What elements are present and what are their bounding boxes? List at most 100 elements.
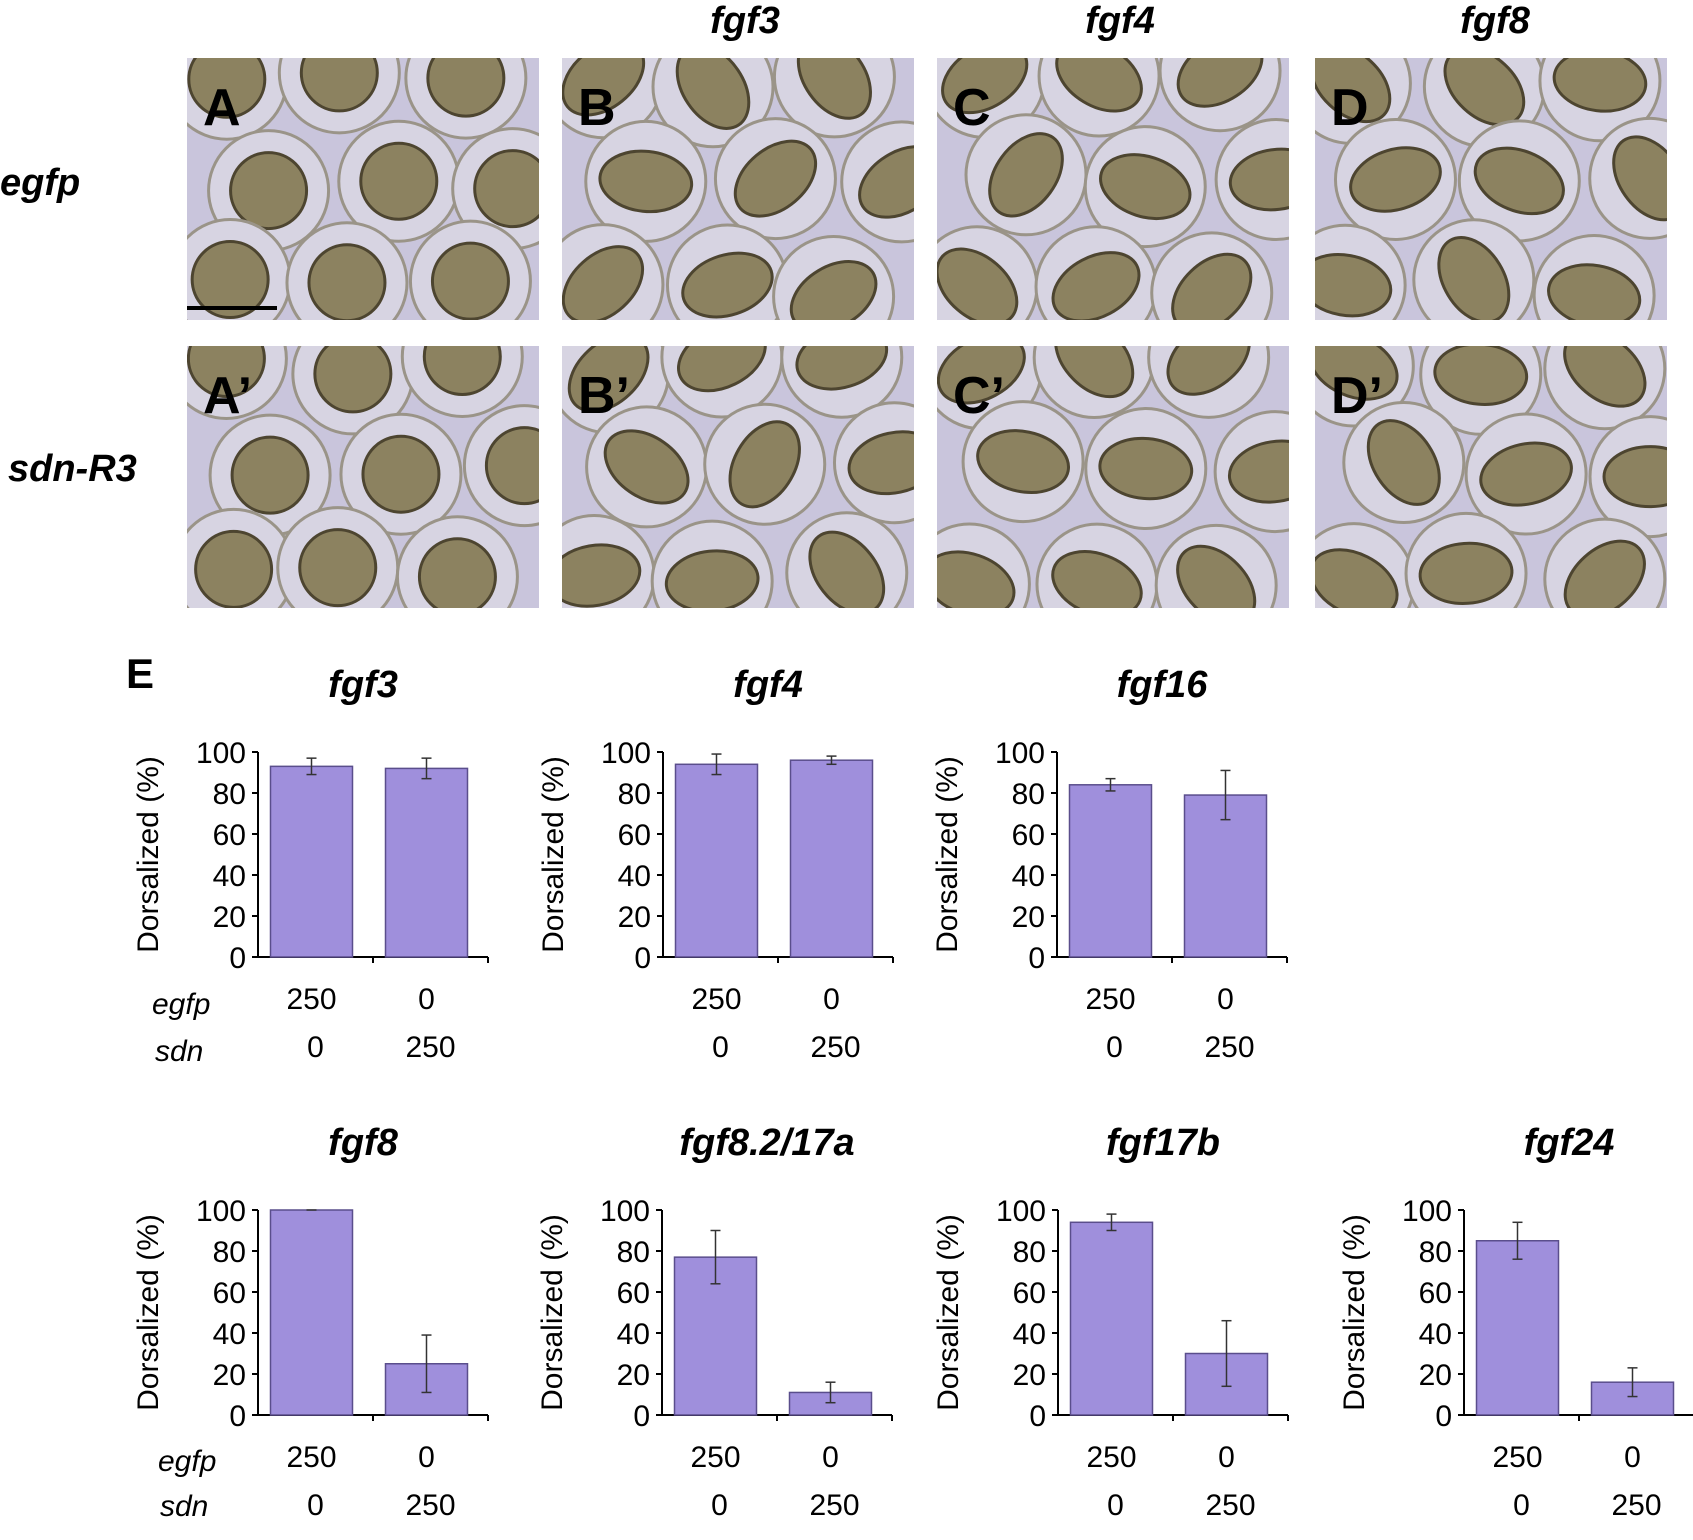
sdn-dose-value: 250 xyxy=(810,1031,860,1064)
bar xyxy=(1475,1240,1560,1416)
sdn-dose-label-2: sdn xyxy=(160,1490,209,1523)
sdn-dose-label-1: sdn xyxy=(155,1035,204,1068)
panel-label-A: A xyxy=(203,79,241,137)
panel-label-B-prime: B’ xyxy=(578,367,630,425)
sdn-dose-value: 0 xyxy=(307,1031,324,1064)
chart-title: fgf8.2/17a xyxy=(679,1122,854,1164)
embryo-cluster xyxy=(937,346,1289,608)
y-tick-label: 80 xyxy=(1419,1236,1452,1269)
y-tick-label: 0 xyxy=(1435,1400,1452,1433)
y-tick-label: 80 xyxy=(617,1236,650,1269)
y-tick-label: 20 xyxy=(1013,1359,1046,1392)
embryo-photo-D-prime: D’ xyxy=(1315,346,1667,608)
bar xyxy=(269,1209,354,1416)
y-axis-label: Dorsalized (%) xyxy=(536,1214,569,1411)
sdn-dose-value: 0 xyxy=(1106,1031,1123,1064)
y-tick-label: 100 xyxy=(1402,1195,1452,1228)
y-tick-label: 60 xyxy=(213,1277,246,1310)
y-tick-label: 60 xyxy=(617,1277,650,1310)
panel-label-D: D xyxy=(1331,79,1369,137)
panel-label-B: B xyxy=(578,79,616,137)
sdn-dose-value: 0 xyxy=(712,1031,729,1064)
egfp-dose-label-1: egfp xyxy=(152,988,211,1021)
bar-chart-fgf8: fgf8 0 20 40 60 80 100 Dorsalized (%) 250 0 0 250 xyxy=(132,1122,489,1522)
bar xyxy=(1068,784,1153,958)
y-tick-label: 20 xyxy=(213,1359,246,1392)
y-tick-label: 60 xyxy=(1012,819,1045,852)
y-axis-label: Dorsalized (%) xyxy=(132,756,165,953)
egfp-dose-label-2: egfp xyxy=(158,1445,217,1478)
bar-chart-fgf17b: fgf17b 0 20 40 60 80 100 Dorsalized (%) 250 0 0 250 xyxy=(932,1122,1289,1522)
chart-title: fgf4 xyxy=(733,664,803,706)
y-tick-label: 20 xyxy=(1012,901,1045,934)
y-axis-label: Dorsalized (%) xyxy=(132,1214,165,1411)
y-tick-label: 40 xyxy=(1012,860,1045,893)
column-header-fgf8: fgf8 xyxy=(1460,0,1530,42)
y-tick-label: 100 xyxy=(196,737,246,770)
embryo-cluster xyxy=(562,346,914,608)
embryo-photo-C: C xyxy=(937,58,1289,320)
bar-chart-fgf8-2-17a: fgf8.2/17a 0 20 40 60 80 100 Dorsalized (%) 250 0… xyxy=(536,1122,893,1522)
embryo-cluster xyxy=(1315,58,1667,320)
y-tick-label: 60 xyxy=(1013,1277,1046,1310)
embryo-cluster xyxy=(562,58,914,320)
embryo-photo-D: D xyxy=(1315,58,1667,320)
egfp-dose-value: 0 xyxy=(418,983,435,1016)
y-tick-label: 80 xyxy=(213,778,246,811)
y-axis-label: Dorsalized (%) xyxy=(537,756,570,953)
y-tick-label: 80 xyxy=(213,1236,246,1269)
row-header-sdn-r3: sdn-R3 xyxy=(8,448,137,490)
bar xyxy=(269,765,354,958)
egfp-dose-value: 0 xyxy=(823,983,840,1016)
egfp-dose-value: 250 xyxy=(691,983,741,1016)
y-tick-label: 0 xyxy=(229,942,246,975)
y-tick-label: 40 xyxy=(617,1318,650,1351)
bar xyxy=(674,763,759,958)
egfp-dose-value: 250 xyxy=(1086,1441,1136,1474)
y-tick-label: 0 xyxy=(229,1400,246,1433)
embryo-photo-B-prime: B’ xyxy=(562,346,914,608)
y-tick-label: 20 xyxy=(213,901,246,934)
bar xyxy=(384,767,469,958)
egfp-dose-value: 250 xyxy=(286,1441,336,1474)
y-tick-label: 100 xyxy=(996,1195,1046,1228)
column-header-fgf4: fgf4 xyxy=(1085,0,1155,42)
panel-label-C: C xyxy=(953,79,991,137)
embryo-cluster xyxy=(187,346,539,608)
egfp-dose-value: 250 xyxy=(1085,983,1135,1016)
column-header-fgf3: fgf3 xyxy=(710,0,780,42)
sdn-dose-value: 250 xyxy=(1205,1489,1255,1522)
scale-bar xyxy=(187,306,277,310)
bar xyxy=(789,759,874,958)
sdn-dose-value: 250 xyxy=(405,1489,455,1522)
sdn-dose-value: 0 xyxy=(1107,1489,1124,1522)
egfp-dose-value: 0 xyxy=(1624,1441,1641,1474)
embryo-cluster xyxy=(1315,346,1667,608)
embryo-photo-C-prime: C’ xyxy=(937,346,1289,608)
sdn-dose-value: 0 xyxy=(711,1489,728,1522)
egfp-dose-value: 0 xyxy=(1217,983,1234,1016)
chart-title: fgf16 xyxy=(1117,664,1209,706)
panel-label-A-prime: A’ xyxy=(203,367,253,425)
y-tick-label: 80 xyxy=(1013,1236,1046,1269)
y-tick-label: 40 xyxy=(618,860,651,893)
y-tick-label: 0 xyxy=(1028,942,1045,975)
y-tick-label: 20 xyxy=(618,901,651,934)
sdn-dose-value: 0 xyxy=(307,1489,324,1522)
y-tick-label: 0 xyxy=(1029,1400,1046,1433)
y-axis-label: Dorsalized (%) xyxy=(932,1214,965,1411)
sdn-dose-value: 250 xyxy=(1611,1489,1661,1522)
y-axis-label: Dorsalized (%) xyxy=(1338,1214,1371,1411)
y-axis-label: Dorsalized (%) xyxy=(931,756,964,953)
sdn-dose-value: 0 xyxy=(1513,1489,1530,1522)
sdn-dose-value: 250 xyxy=(405,1031,455,1064)
egfp-dose-value: 0 xyxy=(822,1441,839,1474)
panel-label-e: E xyxy=(126,650,155,697)
embryo-photo-A: A xyxy=(187,58,539,320)
bar-chart-fgf24: fgf24 0 20 40 60 80 100 Dorsalized (%) 250 0 0 250 xyxy=(1338,1122,1693,1522)
embryo-cluster xyxy=(187,58,539,320)
y-tick-label: 60 xyxy=(213,819,246,852)
bar-chart-fgf3: fgf3 0 20 40 60 80 100 Dorsalized (%) 250 0 0 250 xyxy=(132,664,489,1064)
panel-label-D-prime: D’ xyxy=(1331,367,1383,425)
egfp-dose-value: 0 xyxy=(418,1441,435,1474)
